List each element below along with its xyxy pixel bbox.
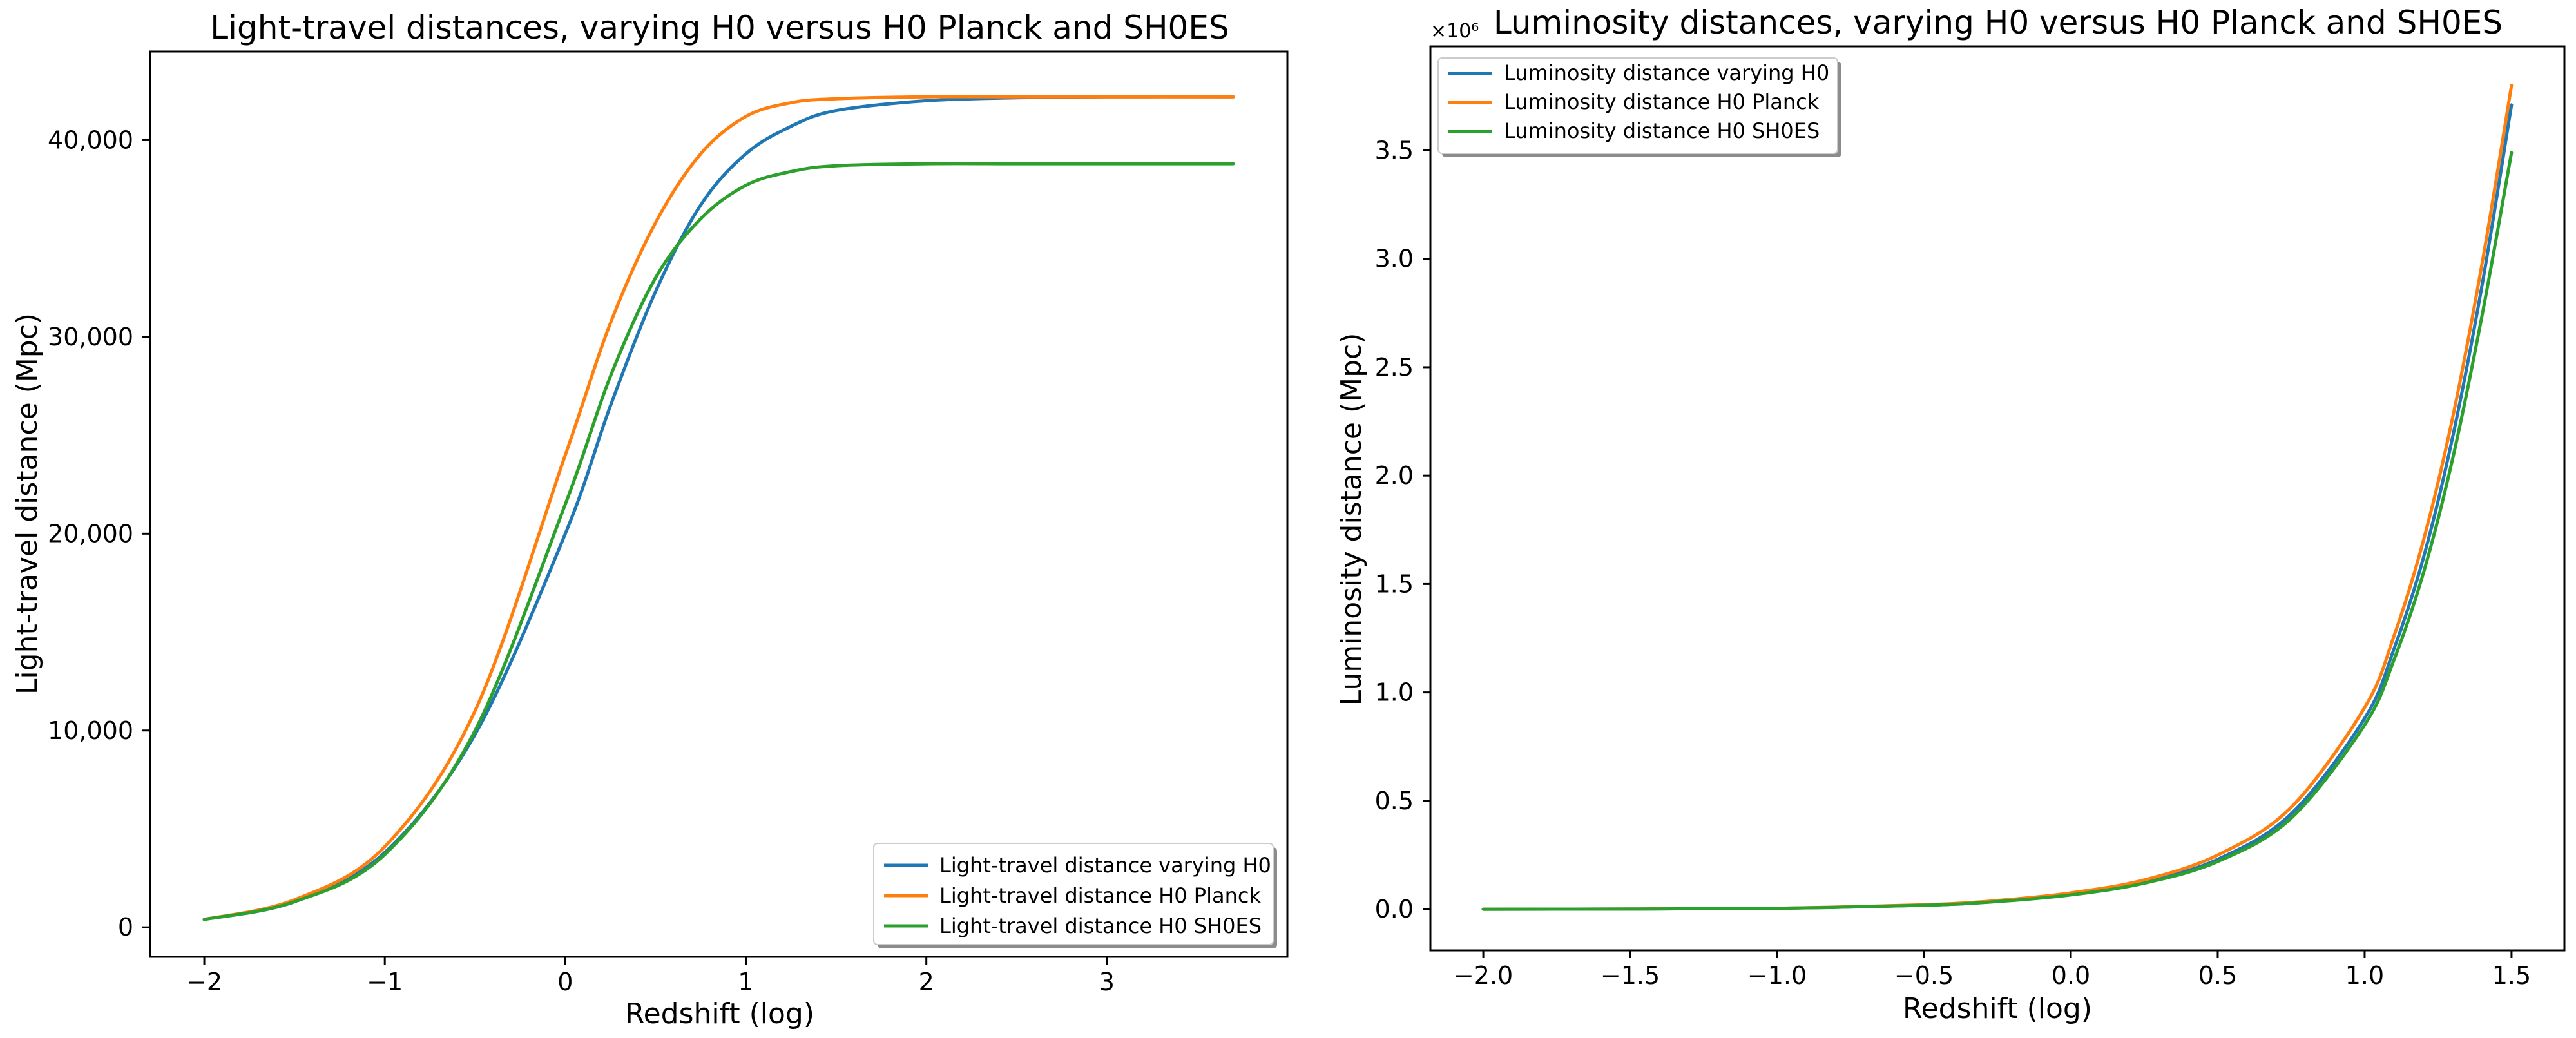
x-ticks: −2 −1 0 1 2 3 bbox=[186, 957, 1115, 996]
y-tick-label: 2.5 bbox=[1375, 353, 1414, 381]
y-tick-label: 0.0 bbox=[1375, 895, 1414, 923]
legend-box bbox=[1437, 57, 1838, 154]
legend-box bbox=[873, 843, 1274, 945]
y-tick-label: 30,000 bbox=[48, 323, 133, 351]
y-ticks: 0.0 0.5 1.0 1.5 2.0 2.5 3.0 3.5 bbox=[1375, 136, 1430, 923]
legend-label: Luminosity distance H0 Planck bbox=[1504, 90, 1820, 114]
x-tick-label: 1 bbox=[738, 968, 753, 996]
series-line-2 bbox=[202, 95, 1235, 921]
x-tick-label: 0 bbox=[557, 968, 573, 996]
legend: Luminosity distance varying H0 Luminosit… bbox=[1437, 57, 1841, 157]
series-lines bbox=[1481, 84, 2514, 911]
plot-area bbox=[1430, 46, 2564, 950]
x-tick-label: 1.5 bbox=[2492, 961, 2531, 990]
y-tick-label: 3.5 bbox=[1375, 136, 1414, 164]
plot-frame bbox=[149, 50, 1289, 958]
legend-label: Luminosity distance H0 SH0ES bbox=[1504, 119, 1820, 143]
legend-label: Light-travel distance H0 SH0ES bbox=[939, 914, 1262, 938]
y-tick-label: 3.0 bbox=[1375, 245, 1414, 273]
y-tick-label: 2.0 bbox=[1375, 461, 1414, 490]
x-tick-label: −2.0 bbox=[1454, 961, 1513, 990]
light-travel-chart: Light-travel distances, varying H0 versu… bbox=[11, 9, 1289, 1030]
y-tick-label: 20,000 bbox=[48, 519, 133, 548]
x-tick-label: 1.0 bbox=[2345, 961, 2384, 990]
chart-title: Luminosity distances, varying H0 versus … bbox=[1494, 4, 2503, 41]
y-tick-label: 1.0 bbox=[1375, 678, 1414, 707]
x-tick-label: −1 bbox=[367, 968, 403, 996]
y-tick-label: 1.5 bbox=[1375, 570, 1414, 598]
x-tick-label: −1.5 bbox=[1600, 961, 1660, 990]
series-lines bbox=[202, 95, 1235, 921]
x-tick-label: 0.0 bbox=[2052, 961, 2090, 990]
x-tick-label: −2 bbox=[186, 968, 222, 996]
plot-area bbox=[150, 52, 1287, 957]
y-ticks: 0 10,000 20,000 30,000 40,000 bbox=[48, 126, 150, 941]
series-line-3 bbox=[1481, 151, 2514, 911]
plot-frame bbox=[1429, 45, 2566, 952]
x-axis-label: Redshift (log) bbox=[1903, 992, 2092, 1025]
chart-title: Light-travel distances, varying H0 versu… bbox=[210, 9, 1229, 46]
x-tick-label: 2 bbox=[919, 968, 934, 996]
x-axis-label: Redshift (log) bbox=[625, 997, 814, 1030]
series-line-3 bbox=[202, 162, 1235, 921]
legend-label: Luminosity distance varying H0 bbox=[1504, 61, 1829, 85]
x-ticks: −2.0 −1.5 −1.0 −0.5 0.0 0.5 1.0 1.5 bbox=[1454, 950, 2531, 990]
legend: Light-travel distance varying H0 Light-t… bbox=[873, 843, 1277, 948]
y-axis-label: Light-travel distance (Mpc) bbox=[11, 313, 44, 695]
y-tick-label: 0.5 bbox=[1375, 787, 1414, 815]
y-tick-label: 40,000 bbox=[48, 126, 133, 154]
legend-label: Light-travel distance H0 Planck bbox=[939, 883, 1261, 908]
y-axis-label: Luminosity distance (Mpc) bbox=[1335, 333, 1368, 706]
x-tick-label: −1.0 bbox=[1747, 961, 1807, 990]
x-tick-label: 3 bbox=[1099, 968, 1115, 996]
x-tick-label: −0.5 bbox=[1894, 961, 1954, 990]
y-tick-label: 10,000 bbox=[48, 716, 133, 745]
y-tick-label: 0 bbox=[118, 913, 133, 941]
x-tick-label: 0.5 bbox=[2198, 961, 2237, 990]
luminosity-chart: Luminosity distances, varying H0 versus … bbox=[1335, 4, 2566, 1025]
legend-label: Light-travel distance varying H0 bbox=[939, 853, 1271, 878]
y-offset-label: ×10⁶ bbox=[1430, 20, 1479, 43]
